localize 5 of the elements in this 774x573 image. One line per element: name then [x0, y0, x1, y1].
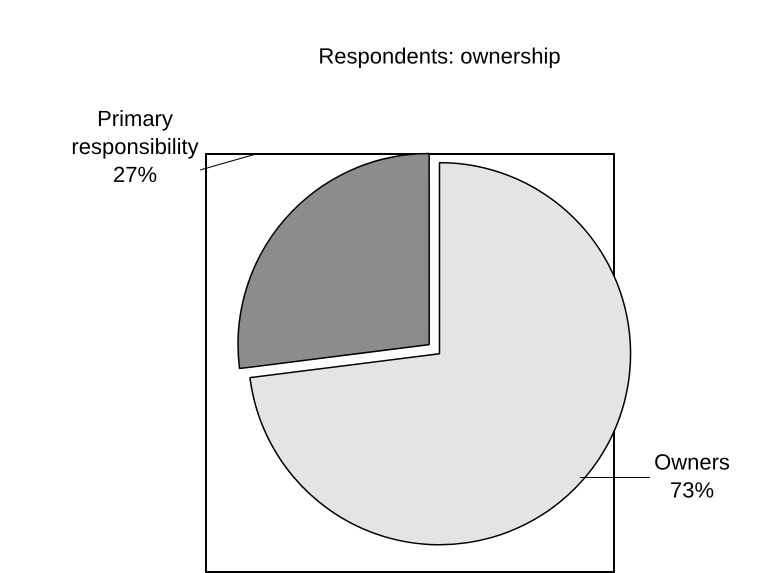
slice-label: Primary responsibility	[71, 106, 199, 160]
chart-title: Respondents: ownership	[318, 43, 561, 68]
data-label: 27%	[112, 162, 158, 188]
slice-label: Owners	[654, 450, 730, 475]
data-label: 73%	[670, 478, 714, 503]
